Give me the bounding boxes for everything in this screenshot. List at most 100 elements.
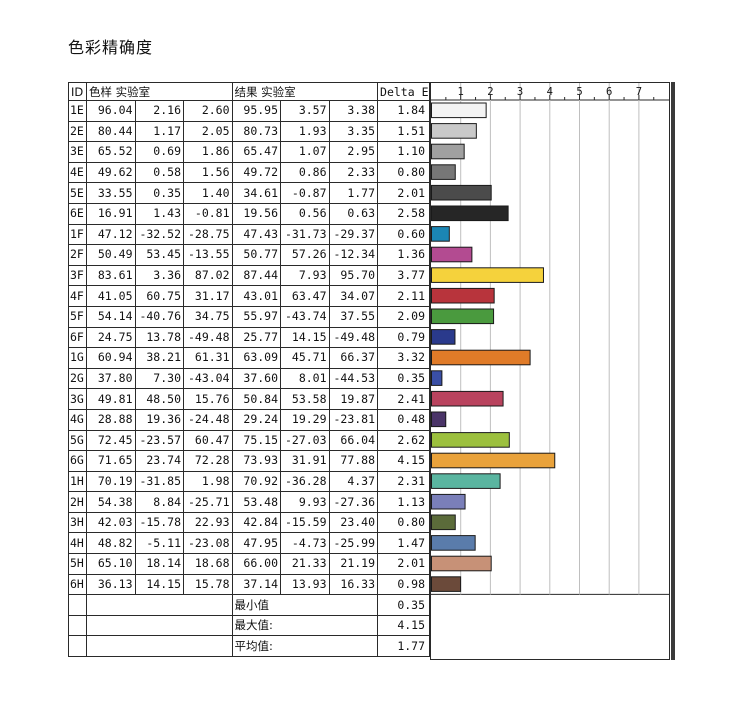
sample-lab-value: 13.78	[134, 326, 184, 349]
sample-lab-value: -28.75	[183, 223, 233, 246]
delta-e-value: 0.79	[377, 326, 431, 349]
bar-2E	[431, 123, 477, 139]
sample-lab-value: 18.68	[183, 553, 233, 575]
delta-e-value: 2.01	[377, 182, 431, 204]
result-lab-value: 75.15	[231, 429, 282, 452]
delta-e-value: 2.01	[377, 553, 431, 575]
sample-lab-value: 48.82	[86, 532, 136, 555]
summary-label: 最小值	[231, 594, 379, 616]
result-lab-value: 34.07	[328, 285, 379, 307]
sample-lab-value: 41.05	[86, 285, 136, 307]
delta-e-value: 1.10	[377, 141, 431, 163]
result-lab-value: 50.77	[231, 244, 282, 266]
sample-lab-value: 16.91	[86, 202, 136, 225]
result-lab-value: -4.73	[280, 532, 330, 555]
row-id: 2H	[68, 491, 87, 513]
result-lab-value: 53.58	[280, 388, 330, 410]
bar-4E	[431, 164, 456, 180]
x-tick-label: 7	[636, 86, 642, 98]
sample-lab-value: 60.47	[183, 429, 233, 452]
sample-lab-value: 0.58	[134, 161, 184, 184]
sample-lab-value: -23.08	[183, 532, 233, 555]
result-lab-value: 16.33	[328, 573, 379, 596]
result-lab-value: 70.92	[231, 470, 282, 493]
bar-5G	[431, 432, 510, 448]
result-lab-value: 19.29	[280, 408, 330, 431]
bar-5E	[431, 184, 492, 201]
result-lab-value: 2.33	[328, 161, 379, 184]
bar-3H	[431, 514, 456, 531]
sample-lab-value: 0.35	[134, 182, 184, 204]
sample-lab-value: 15.78	[183, 573, 233, 596]
result-lab-value: 63.09	[231, 347, 282, 369]
sample-lab-value: 1.86	[183, 141, 233, 163]
bar-4G	[431, 411, 447, 428]
bar-3F	[431, 267, 544, 283]
result-lab-value: 95.70	[328, 264, 379, 287]
sample-lab-value: -25.71	[183, 491, 233, 513]
result-lab-value: 37.55	[328, 305, 379, 328]
delta-e-value: 0.80	[377, 161, 431, 184]
result-lab-value: 19.56	[231, 202, 282, 225]
result-lab-value: 8.01	[280, 367, 330, 390]
result-lab-value: 34.61	[231, 182, 282, 204]
delta-e-value: 0.35	[377, 367, 431, 390]
row-id: 1G	[68, 347, 87, 369]
delta-e-value: 1.13	[377, 491, 431, 513]
bar-1H	[431, 473, 501, 489]
delta-e-value: 2.62	[377, 429, 431, 452]
delta-e-value: 1.47	[377, 532, 431, 555]
delta-e-value: 2.41	[377, 388, 431, 410]
sample-lab-value: 42.03	[86, 511, 136, 534]
result-lab-value: -27.36	[328, 491, 379, 513]
sample-lab-value: 60.94	[86, 347, 136, 369]
sample-lab-value: -40.76	[134, 305, 184, 328]
summary-label: 平均值:	[231, 635, 379, 658]
bar-1G	[431, 349, 531, 366]
table-row: 4G 28.88 19.36 -24.48 29.24 19.29 -23.81 0.48	[68, 408, 431, 431]
sample-lab-value: 2.05	[183, 120, 233, 143]
delta-e-value: 1.51	[377, 120, 431, 143]
table-row: 6E 16.91 1.43 -0.81 19.56 0.56 0.63 2.58	[68, 202, 431, 225]
sample-lab-value: 0.69	[134, 141, 184, 163]
result-lab-value: 3.35	[328, 120, 379, 143]
delta-e-value: 0.48	[377, 408, 431, 431]
summary-empty-cell	[68, 635, 87, 658]
x-tick-label: 3	[517, 86, 523, 98]
sample-lab-value: -31.85	[134, 470, 184, 493]
table-row: 6H 36.13 14.15 15.78 37.14 13.93 16.33 0.98	[68, 573, 431, 596]
summary-value: 0.35	[377, 594, 431, 616]
result-lab-value: 3.38	[328, 100, 379, 122]
result-lab-value: -15.59	[280, 511, 330, 534]
result-lab-value: -25.99	[328, 532, 379, 555]
bar-1E	[431, 102, 487, 119]
table-row: 2G 37.80 7.30 -43.04 37.60 8.01 -44.53 0.35	[68, 367, 431, 390]
sample-lab-value: -5.11	[134, 532, 184, 555]
table-row: 5G 72.45 -23.57 60.47 75.15 -27.03 66.04 2.62	[68, 429, 431, 452]
summary-empty-cell	[86, 614, 233, 637]
result-lab-value: 1.07	[280, 141, 330, 163]
row-id: 6H	[68, 573, 87, 596]
result-lab-value: 13.93	[280, 573, 330, 596]
result-lab-value: -12.34	[328, 244, 379, 266]
result-lab-value: 0.63	[328, 202, 379, 225]
row-id: 1E	[68, 100, 87, 122]
sample-lab-value: 53.45	[134, 244, 184, 266]
row-id: 1F	[68, 223, 87, 246]
table-row: 5H 65.10 18.14 18.68 66.00 21.33 21.19 2.01	[68, 553, 431, 575]
header-delta-e: Delta E	[377, 82, 431, 101]
x-tick-label: 5	[576, 86, 582, 98]
sample-lab-value: 65.52	[86, 141, 136, 163]
table-row: 1E 96.04 2.16 2.60 95.95 3.57 3.38 1.84	[68, 100, 431, 122]
result-lab-value: 1.77	[328, 182, 379, 204]
summary-row: 最大值: 4.15	[68, 614, 431, 637]
result-lab-value: 9.93	[280, 491, 330, 513]
sample-lab-value: 14.15	[134, 573, 184, 596]
row-id: 5E	[68, 182, 87, 204]
sample-lab-value: 34.75	[183, 305, 233, 328]
result-lab-value: 14.15	[280, 326, 330, 349]
table-row: 4E 49.62 0.58 1.56 49.72 0.86 2.33 0.80	[68, 161, 431, 184]
table-row: 5E 33.55 0.35 1.40 34.61 -0.87 1.77 2.01	[68, 182, 431, 204]
sample-lab-value: 47.12	[86, 223, 136, 246]
row-id: 4E	[68, 161, 87, 184]
